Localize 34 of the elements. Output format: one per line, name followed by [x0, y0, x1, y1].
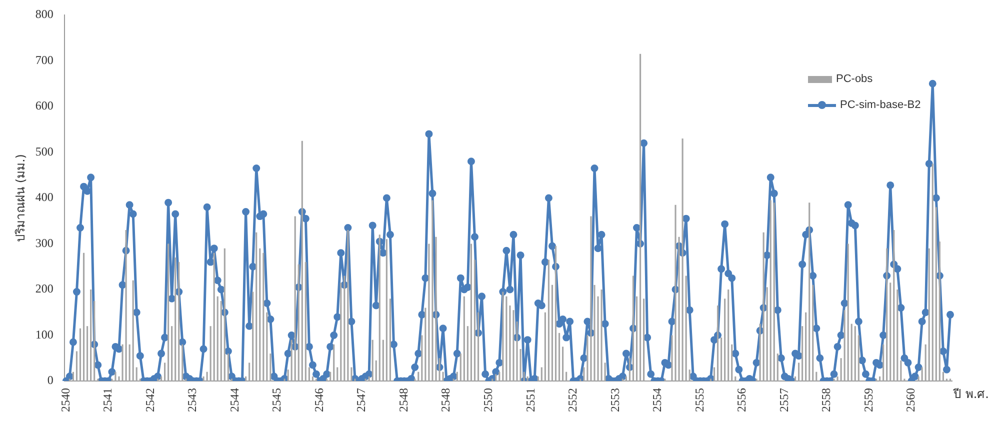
x-tick-label: 2556	[734, 388, 749, 412]
x-tick-label: 2545	[270, 388, 284, 412]
x-tick-label: 2558	[819, 388, 834, 412]
x-tick-label: 2546	[312, 388, 326, 412]
y-tick-label: 500	[35, 144, 54, 158]
x-axis-title: ปี พ.ศ.	[952, 387, 989, 402]
y-tick-label: 700	[35, 52, 54, 67]
y-tick-label: 600	[35, 98, 54, 113]
x-tick-label: 2554	[650, 388, 664, 412]
y-tick-label: 800	[35, 7, 54, 22]
y-tick-label: 100	[35, 327, 54, 342]
y-axis-title: ปริมาณฝน (มม.)	[13, 154, 28, 242]
x-tick-label: 2553	[608, 388, 622, 412]
x-tick-label: 2542	[142, 388, 157, 412]
y-tick-label: 0	[47, 373, 54, 388]
x-tick-label: 2557	[776, 388, 791, 412]
x-tick-label: 2550	[480, 388, 495, 412]
x-tick-label: 2541	[100, 388, 115, 412]
x-tick-label: 2547	[354, 388, 368, 412]
x-tick-label: 2548	[438, 388, 453, 412]
legend-label: PC-sim-base-B2	[840, 99, 921, 111]
x-tick-label: 2551	[523, 388, 538, 412]
y-tick-label: 300	[35, 236, 54, 250]
x-tick-label: 2548	[396, 388, 410, 412]
x-tick-label: 2543	[185, 388, 200, 412]
legend-label: PC-obs	[836, 73, 873, 85]
x-tick-label: 2560	[904, 388, 918, 412]
x-tick-label: 2540	[58, 388, 72, 412]
x-tick-label: 2552	[566, 388, 580, 412]
y-tick-label: 400	[35, 190, 54, 204]
y-tick-label: 200	[35, 282, 54, 296]
x-tick-label: 2559	[861, 388, 876, 412]
x-tick-label: 2544	[227, 388, 242, 412]
x-tick-label: 2555	[692, 388, 706, 412]
